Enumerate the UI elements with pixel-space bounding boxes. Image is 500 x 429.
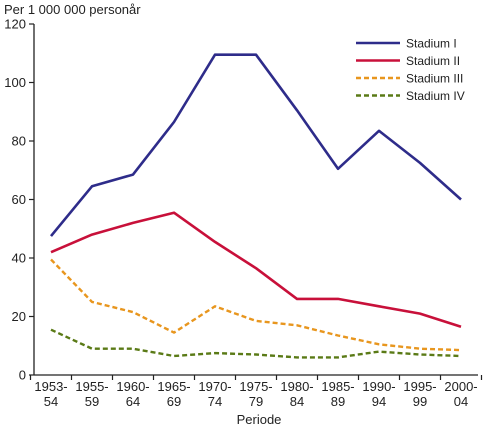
legend-label: Stadium III	[406, 72, 463, 86]
x-axis-title: Periode	[237, 412, 282, 427]
series-line-stadium-ii	[50, 211, 462, 328]
y-tick-label: 0	[19, 368, 26, 383]
y-tick-label: 40	[12, 251, 26, 266]
series-lines	[49, 53, 462, 359]
legend: Stadium I Stadium II Stadium III Stadium IV	[356, 37, 465, 103]
legend-label: Stadium I	[406, 37, 457, 51]
x-axis: 1953-54 1955-59 1960-64 1965-69 1970-74 1975-…	[29, 375, 483, 409]
y-tick-label: 20	[12, 309, 26, 324]
series-line-stadium-iv	[50, 328, 462, 359]
x-tick-label: 1995-99	[403, 379, 436, 409]
x-tick-label: 1960-64	[116, 379, 149, 409]
x-tick-label: 1970-74	[198, 379, 231, 409]
x-tick-label: 1980-84	[280, 379, 313, 409]
y-axis: 0 20 40 60 80 100 120	[4, 17, 34, 383]
x-tick-label: 1955-59	[75, 379, 108, 409]
legend-label: Stadium II	[406, 54, 460, 68]
x-tick-label: 1953-54	[34, 379, 67, 409]
y-tick-label: 100	[4, 75, 26, 90]
x-tick-label: 1990-94	[362, 379, 395, 409]
series-line-stadium-i	[49, 53, 462, 237]
series-line-stadium-iii	[50, 258, 462, 352]
y-tick-label: 60	[12, 192, 26, 207]
y-axis-title: Per 1 000 000 personår	[4, 2, 141, 17]
x-tick-label: 2000-04	[444, 379, 477, 409]
legend-label: Stadium IV	[406, 89, 465, 103]
y-tick-label: 80	[12, 134, 26, 149]
x-tick-label: 1985-89	[321, 379, 354, 409]
x-tick-label: 1965-69	[157, 379, 190, 409]
y-tick-label: 120	[4, 17, 26, 32]
x-tick-label: 1975-79	[239, 379, 272, 409]
